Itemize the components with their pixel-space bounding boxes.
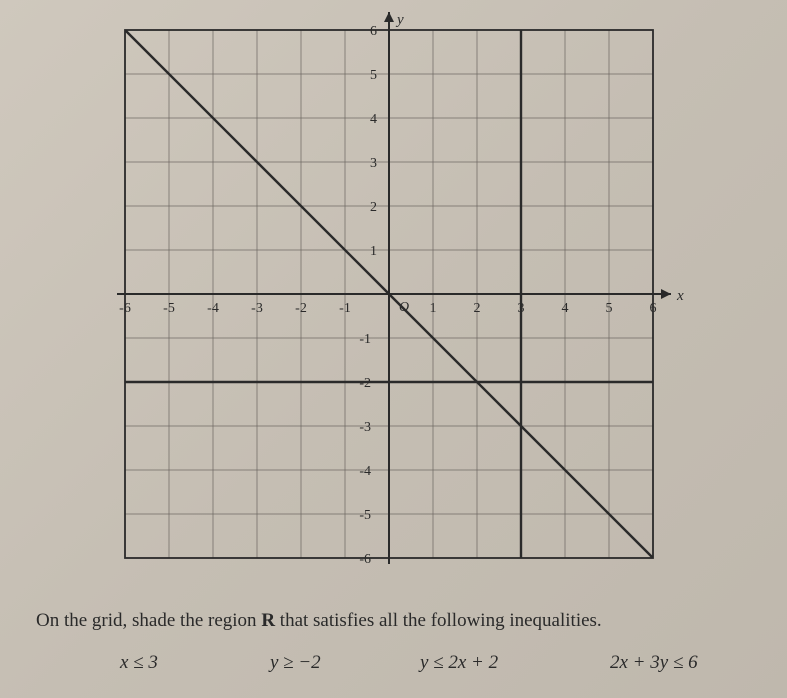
svg-text:-2: -2 — [359, 376, 371, 391]
svg-text:-3: -3 — [251, 301, 263, 316]
svg-text:2: 2 — [474, 301, 481, 316]
svg-text:5: 5 — [606, 301, 613, 316]
svg-text:-6: -6 — [119, 301, 131, 316]
page: -6-5-4-3-2-1123456-6-5-4-3-2-1123456Oxy … — [0, 0, 787, 698]
svg-text:-1: -1 — [359, 332, 371, 347]
region-letter: R — [261, 610, 275, 631]
svg-text:4: 4 — [370, 112, 377, 127]
svg-text:4: 4 — [562, 301, 569, 316]
svg-text:-5: -5 — [163, 301, 175, 316]
question-suffix: that satisfies all the following inequal… — [275, 610, 602, 631]
svg-text:-5: -5 — [359, 508, 371, 523]
svg-text:-4: -4 — [207, 301, 219, 316]
svg-text:6: 6 — [650, 301, 657, 316]
svg-text:1: 1 — [370, 244, 377, 259]
inequality-1: x ≤ 3 — [120, 652, 158, 674]
svg-text:6: 6 — [370, 24, 377, 39]
inequalities-row: x ≤ 3 y ≥ −2 y ≤ 2x + 2 2x + 3y ≤ 6 — [0, 652, 787, 692]
svg-text:y: y — [395, 12, 404, 28]
inequality-4: 2x + 3y ≤ 6 — [610, 652, 698, 674]
svg-text:3: 3 — [370, 156, 377, 171]
question-prefix: On the grid, shade the region — [36, 610, 261, 631]
inequality-3: y ≤ 2x + 2 — [420, 652, 498, 674]
svg-text:-4: -4 — [359, 464, 371, 479]
svg-text:1: 1 — [430, 301, 437, 316]
svg-text:2: 2 — [370, 200, 377, 215]
svg-text:5: 5 — [370, 68, 377, 83]
coordinate-graph: -6-5-4-3-2-1123456-6-5-4-3-2-1123456Oxy — [95, 10, 695, 600]
svg-text:-2: -2 — [295, 301, 307, 316]
question-text: On the grid, shade the region R that sat… — [36, 610, 602, 632]
svg-text:x: x — [676, 288, 684, 304]
svg-text:-3: -3 — [359, 420, 371, 435]
svg-text:-1: -1 — [339, 301, 351, 316]
svg-text:-6: -6 — [359, 552, 371, 567]
inequality-2: y ≥ −2 — [270, 652, 321, 674]
